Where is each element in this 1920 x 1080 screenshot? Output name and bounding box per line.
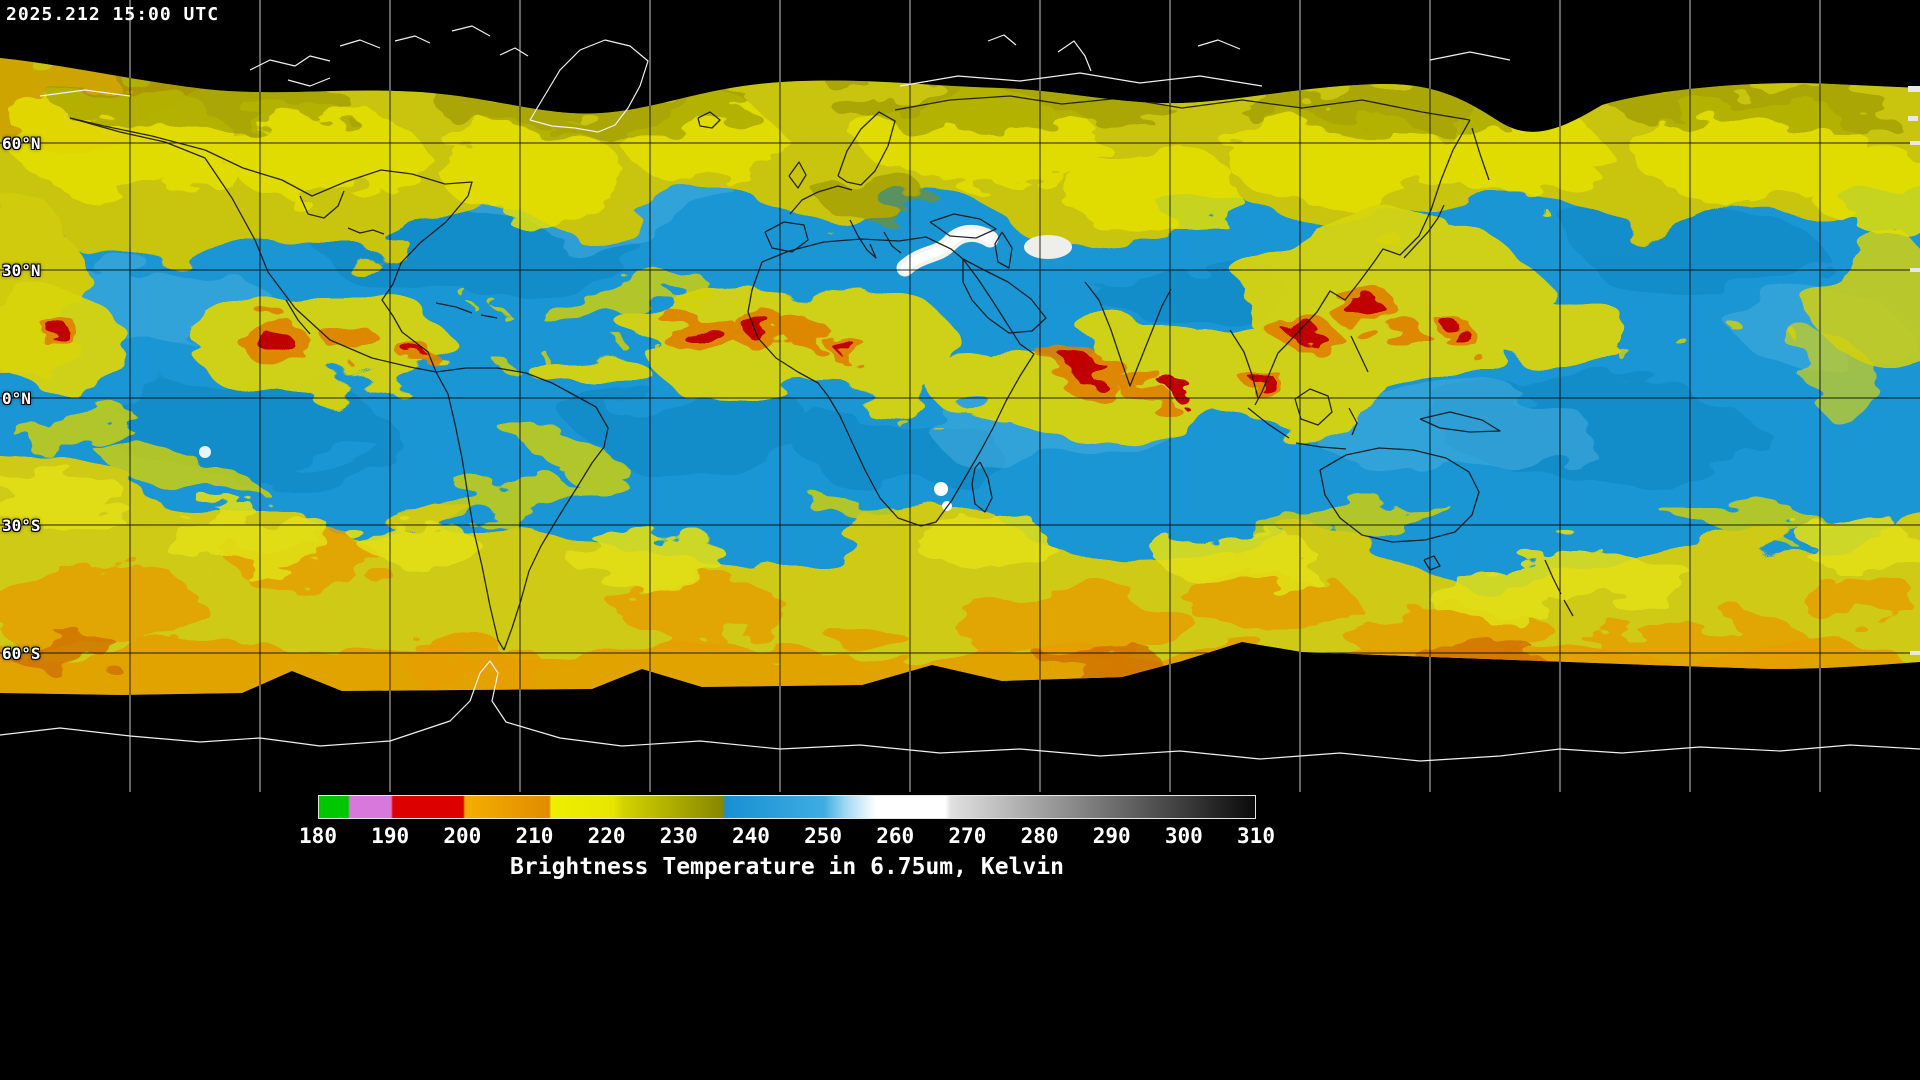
- colorbar-tick: 240: [731, 824, 770, 848]
- latitude-label-30n: 30°N: [2, 261, 41, 280]
- colorbar-tick: 310: [1237, 824, 1275, 848]
- timestamp: 2025.212 15:00 UTC: [6, 4, 220, 25]
- coastlines-dark: [69, 95, 1574, 651]
- latitude-label-60s: 60°S: [2, 644, 41, 663]
- colorbar-tick: 190: [371, 824, 410, 848]
- colorbar-tick: 210: [515, 824, 554, 848]
- right-edge-ticks: [1908, 86, 1920, 655]
- colorbar-tick: 220: [587, 824, 626, 848]
- satellite-map: [0, 0, 1920, 792]
- coastlines-white: [0, 25, 1920, 762]
- colorbar-ticks: 180 190 200 210 220 230 240 250 260 270 …: [299, 824, 1275, 852]
- colorbar-tick: 180: [299, 824, 337, 848]
- colorbar-tick: 250: [804, 824, 843, 848]
- latitude-label-0n: 0°N: [2, 389, 31, 408]
- latitude-label-60n: 60°N: [2, 134, 41, 153]
- latitude-label-30s: 30°S: [2, 516, 41, 535]
- colorbar-tick: 200: [443, 824, 482, 848]
- colorbar-tick: 230: [659, 824, 698, 848]
- colorbar-tick: 300: [1164, 824, 1203, 848]
- colorbar-tick: 270: [948, 824, 987, 848]
- white-cloud-features: [199, 224, 1072, 511]
- colorbar-tick: 290: [1092, 824, 1131, 848]
- colorbar: [318, 795, 1256, 819]
- colorbar-tick: 260: [876, 824, 915, 848]
- grid-lines-dark: [0, 0, 1920, 792]
- colorbar-tick: 280: [1020, 824, 1059, 848]
- colorbar-title: Brightness Temperature in 6.75um, Kelvin: [510, 854, 1064, 880]
